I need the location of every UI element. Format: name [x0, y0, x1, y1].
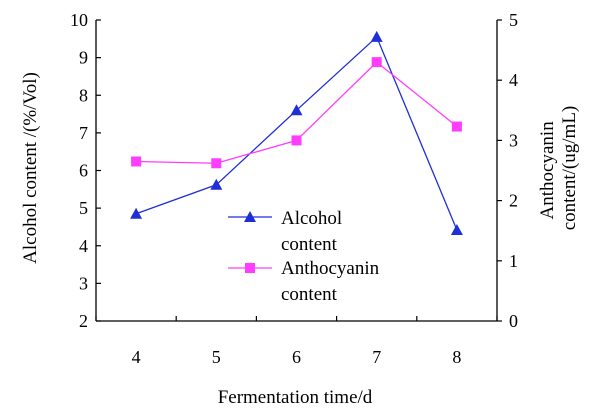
x-tick-label: 8	[452, 347, 461, 367]
legend-alcohol-label-line-1: Alcohol	[281, 208, 342, 229]
series-lines	[135, 35, 458, 231]
alcohol-data-point	[130, 207, 143, 219]
anthocyanin-data-point	[211, 158, 222, 169]
legend-alcohol-label-line-2: content	[281, 234, 338, 255]
legend-anthocyanin-square-marker	[245, 263, 255, 273]
anthocyanin-data-point	[451, 121, 462, 132]
right-y-tick-label: 3	[509, 130, 518, 150]
anthocyanin-data-point	[291, 135, 302, 146]
alcohol-data-point	[210, 178, 223, 190]
alcohol-series-line	[135, 35, 458, 231]
legend-anthocyanin-label-line-2: content	[281, 284, 338, 305]
x-tick-label: 6	[292, 347, 301, 367]
anthocyanin-data-point	[131, 156, 142, 167]
left-y-tick-label: 2	[79, 311, 88, 331]
left-y-tick-label: 6	[79, 161, 88, 181]
left-y-tick-label: 10	[70, 10, 88, 30]
left-y-tick-label: 5	[79, 198, 88, 218]
left-y-axis-ticks: 2 3 4 5 6 7 8 9 10	[70, 10, 101, 331]
anthocyanin-data-point	[371, 57, 382, 68]
right-y-tick-label: 0	[509, 311, 518, 331]
alcohol-data-point	[290, 104, 303, 116]
right-y-tick-label: 5	[509, 10, 518, 30]
series-markers	[130, 30, 463, 235]
left-y-axis-title: Alcohol content /(%/Vol)	[20, 72, 41, 264]
left-y-tick-label: 3	[79, 273, 88, 293]
x-axis-ticks: 4 5 6 7 8	[95, 316, 498, 367]
right-y-axis-title-line-2: content/(ug/mL)	[559, 106, 580, 231]
legend: Alcohol content Anthocyanin content	[228, 208, 384, 305]
left-y-tick-label: 8	[79, 85, 88, 105]
legend-alcohol-triangle-marker	[244, 211, 256, 222]
right-y-axis-ticks: 0 1 2 3 4 5	[497, 10, 518, 331]
x-axis-title: Fermentation time/d	[218, 387, 373, 408]
left-y-tick-label: 4	[79, 236, 88, 256]
right-y-axis-title: Anthocyanin content/(ug/mL)	[537, 106, 580, 231]
legend-alcohol-label: Alcohol content	[281, 208, 347, 255]
legend-anthocyanin-label-line-1: Anthocyanin	[281, 258, 380, 279]
x-tick-label: 4	[132, 347, 141, 367]
right-y-tick-label: 1	[509, 251, 518, 271]
alcohol-data-point	[450, 223, 463, 235]
left-y-tick-label: 7	[79, 123, 88, 143]
right-y-tick-label: 4	[509, 70, 518, 90]
alcohol-data-point	[370, 30, 383, 42]
x-tick-label: 5	[212, 347, 221, 367]
left-y-tick-label: 9	[79, 48, 88, 68]
x-tick-label: 7	[372, 347, 381, 367]
right-y-axis-title-line-1: Anthocyanin	[537, 121, 558, 220]
right-y-tick-label: 2	[509, 191, 518, 211]
legend-anthocyanin-label: Anthocyanin content	[281, 258, 384, 305]
